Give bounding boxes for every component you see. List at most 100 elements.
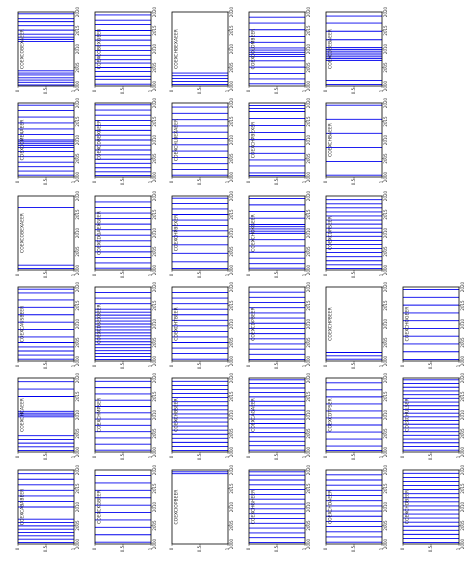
y-tick-label: 2005 — [152, 337, 157, 348]
x-tick-label: 0 — [246, 455, 251, 458]
y-tick-label: 2005 — [152, 153, 157, 164]
x-tick-label: 0 — [15, 364, 20, 367]
x-tick-label: 0 — [169, 273, 174, 276]
panel-title: COEXCIOPBEER — [174, 490, 180, 525]
y-tick-label: 2020 — [306, 97, 311, 108]
x-tick-label: 0.5 — [197, 545, 202, 552]
panel-frame — [17, 102, 75, 178]
y-tick-label: 2000 — [75, 80, 80, 91]
panel-frame — [17, 469, 75, 545]
y-tick-label: 2000 — [306, 538, 311, 549]
y-tick-label: 2015 — [306, 483, 311, 494]
y-tick-label: 2000 — [460, 538, 465, 549]
panel-frame — [248, 286, 306, 362]
x-tick-label: 0 — [169, 364, 174, 367]
y-tick-label: 2015 — [383, 300, 388, 311]
y-tick-label: 2015 — [75, 116, 80, 127]
y-tick-label: 2015 — [229, 209, 234, 220]
x-tick-label: 1 — [456, 547, 461, 550]
y-tick-label: 2005 — [229, 337, 234, 348]
panel-title: COEXCHTBEER — [174, 307, 180, 340]
y-tick-label: 2000 — [306, 171, 311, 182]
x-tick-label: 1 — [225, 89, 230, 92]
y-tick-label: 2020 — [306, 372, 311, 383]
x-tick-label: 0.5 — [351, 178, 356, 185]
panel-frame — [171, 286, 229, 362]
x-tick-label: 1 — [148, 455, 153, 458]
y-tick-label: 2020 — [383, 372, 388, 383]
panel-frame — [17, 11, 75, 87]
panel-frame — [325, 469, 383, 545]
y-tick-label: 2020 — [152, 464, 157, 475]
panel-frame — [94, 102, 152, 178]
y-tick-label: 2010 — [383, 227, 388, 238]
y-tick-label: 2020 — [383, 97, 388, 108]
panel-title: COEXCOBEXAEER — [20, 29, 26, 69]
panel-frame — [17, 286, 75, 362]
panel-title: COEXCAUSBEER — [20, 306, 26, 343]
x-tick-label: 1 — [225, 455, 230, 458]
y-tick-label: 2010 — [460, 409, 465, 420]
y-tick-label: 2005 — [383, 153, 388, 164]
panel-frame — [17, 195, 75, 271]
panel-frame — [248, 377, 306, 453]
panel-frame — [402, 377, 460, 453]
y-tick-label: 2005 — [75, 62, 80, 73]
y-tick-label: 2000 — [229, 264, 234, 275]
y-tick-label: 2015 — [152, 483, 157, 494]
y-tick-label: 2015 — [460, 300, 465, 311]
y-tick-label: 2015 — [229, 391, 234, 402]
x-tick-label: 1 — [456, 455, 461, 458]
x-tick-label: 1 — [379, 89, 384, 92]
y-tick-label: 2005 — [306, 428, 311, 439]
x-tick-label: 0 — [246, 89, 251, 92]
x-tick-label: 1 — [302, 364, 307, 367]
y-tick-label: 2020 — [152, 372, 157, 383]
x-tick-label: 1 — [148, 180, 153, 183]
x-tick-label: 1 — [379, 364, 384, 367]
x-tick-label: 0.5 — [351, 87, 356, 94]
panel-title: COEXCHBAEER — [328, 123, 334, 157]
panel-frame — [17, 377, 75, 453]
x-tick-label: 0 — [246, 180, 251, 183]
y-tick-label: 2020 — [75, 281, 80, 292]
y-tick-label: 2005 — [229, 153, 234, 164]
y-tick-label: 2015 — [460, 483, 465, 494]
y-tick-label: 2000 — [306, 80, 311, 91]
panel-frame — [248, 11, 306, 87]
y-tick-label: 2005 — [152, 428, 157, 439]
y-tick-label: 2005 — [229, 428, 234, 439]
y-tick-label: 2010 — [75, 43, 80, 54]
y-tick-label: 2010 — [306, 501, 311, 512]
panel-frame — [402, 286, 460, 362]
x-tick-label: 0.5 — [197, 362, 202, 369]
x-tick-label: 0 — [169, 547, 174, 550]
x-tick-label: 0.5 — [351, 453, 356, 460]
x-tick-label: 0.5 — [43, 178, 48, 185]
panel-title: COEXCHMPSER — [97, 398, 103, 432]
x-tick-label: 0 — [15, 455, 20, 458]
y-tick-label: 2015 — [75, 483, 80, 494]
y-tick-label: 2015 — [383, 25, 388, 36]
x-tick-label: 0 — [169, 180, 174, 183]
y-tick-label: 2000 — [383, 264, 388, 275]
panel-title: COEXCHPBEXER — [251, 122, 257, 159]
y-tick-label: 2010 — [229, 501, 234, 512]
y-tick-label: 2020 — [460, 372, 465, 383]
panel-title: COEXCDRSEER — [328, 216, 334, 250]
y-tick-label: 2010 — [152, 227, 157, 238]
x-tick-label: 1 — [71, 455, 76, 458]
panel-frame — [94, 195, 152, 271]
x-tick-label: 0.5 — [274, 453, 279, 460]
x-tick-label: 0 — [92, 455, 97, 458]
x-tick-label: 1 — [302, 547, 307, 550]
y-tick-label: 2015 — [306, 116, 311, 127]
y-tick-label: 2020 — [75, 190, 80, 201]
panel-title: COEXCHCAEER — [20, 398, 26, 432]
y-tick-label: 2020 — [383, 464, 388, 475]
y-tick-label: 2020 — [75, 6, 80, 17]
panel-frame — [325, 11, 383, 87]
y-tick-label: 2010 — [152, 318, 157, 329]
x-tick-label: 0 — [323, 455, 328, 458]
y-tick-label: 2000 — [75, 355, 80, 366]
